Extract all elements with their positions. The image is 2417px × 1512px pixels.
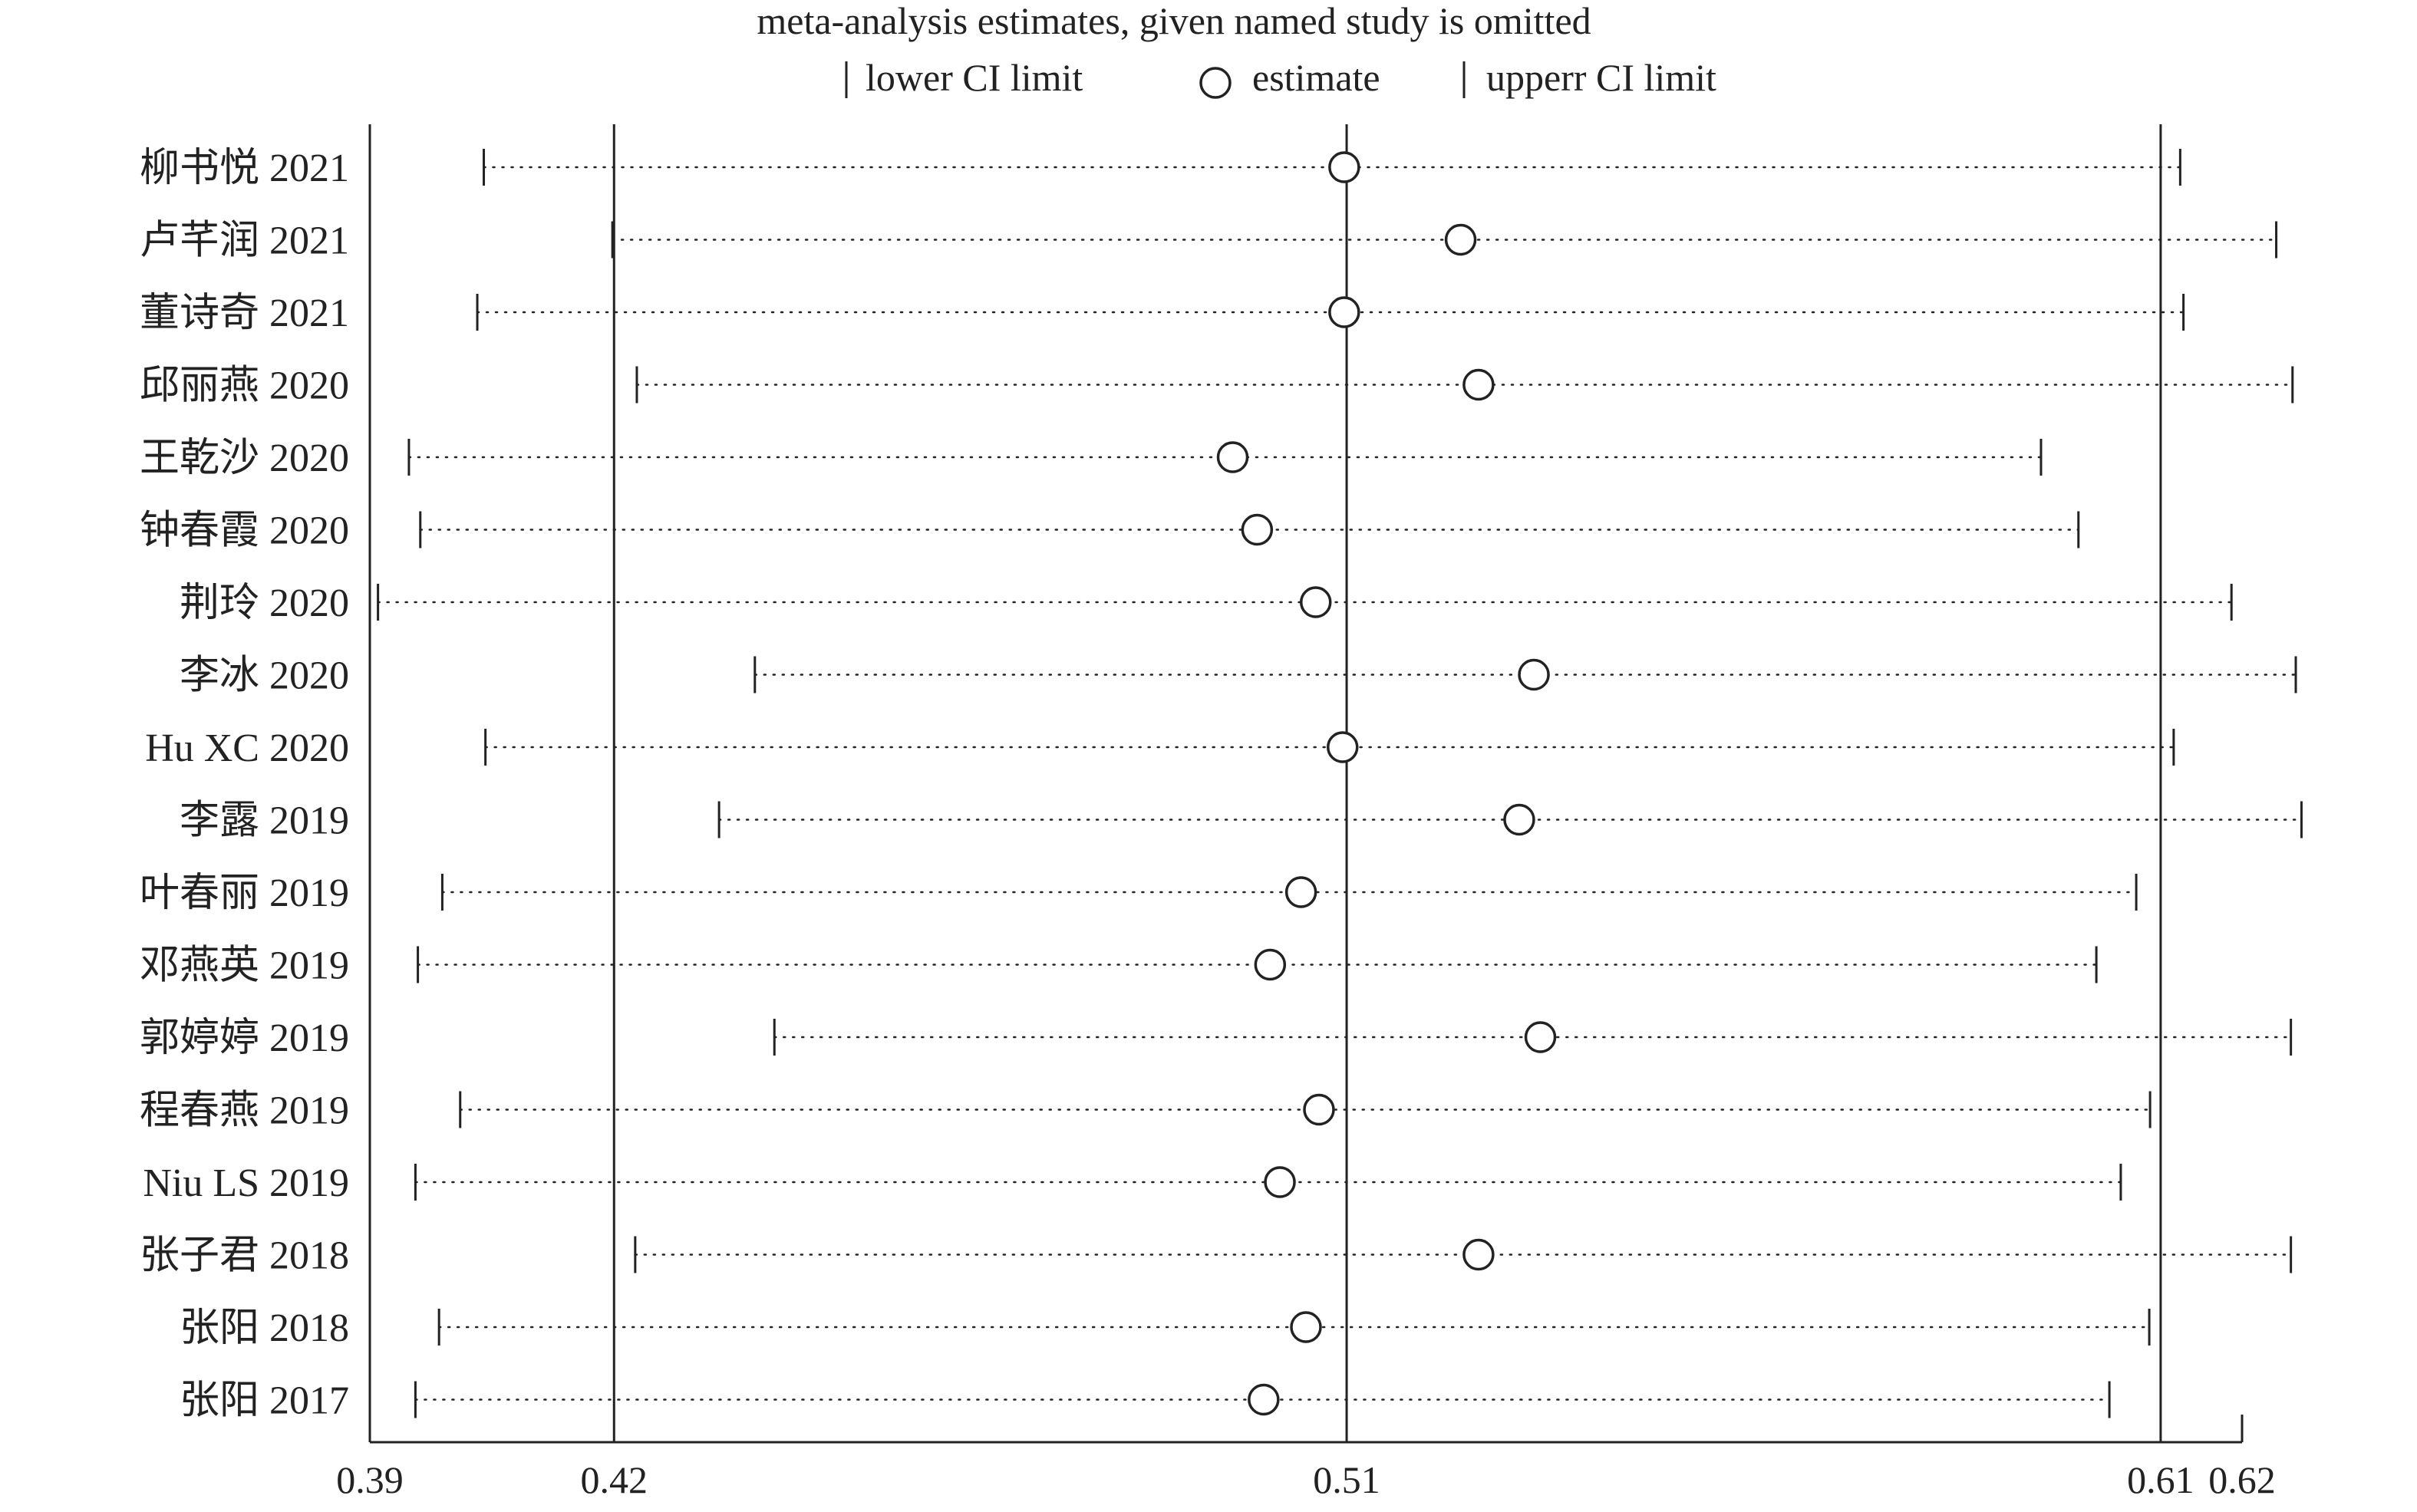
study-label: 李露 2019 — [180, 799, 349, 843]
x-axis-ticks: 0.39 0.42 0.51 0.61 0.62 — [336, 1458, 2276, 1501]
study-row: 叶春丽 2019 — [140, 871, 2138, 915]
study-row: 李冰 2020 — [180, 654, 2297, 698]
estimate-marker — [1216, 441, 1249, 473]
x-tick-label: 0.39 — [336, 1458, 404, 1501]
estimate-marker — [1264, 1166, 1296, 1198]
study-row: 钟春霞 2020 — [140, 509, 2080, 553]
study-label: 王乾沙 2020 — [140, 436, 349, 480]
x-tick-label: 0.51 — [1313, 1458, 1380, 1501]
legend-upper-ci-label: upperr CI limit — [1486, 56, 1716, 99]
study-label: 邱丽燕 2020 — [140, 364, 349, 408]
study-row: 张阳 2017 — [180, 1379, 2111, 1423]
estimate-marker — [1303, 1093, 1335, 1126]
x-tick-label: 0.42 — [581, 1458, 648, 1501]
estimate-marker — [1503, 803, 1535, 836]
estimate-marker — [1290, 1311, 1322, 1343]
study-label: 张子君 2018 — [140, 1234, 349, 1278]
study-label: Niu LS 2019 — [143, 1161, 349, 1205]
reference-lines — [612, 124, 2162, 1442]
study-label: 叶春丽 2019 — [140, 871, 349, 915]
estimate-marker — [1462, 368, 1495, 401]
study-row: 荆玲 2020 — [180, 581, 2233, 625]
study-label: 程春燕 2019 — [140, 1089, 349, 1133]
x-tick-label: 0.61 — [2127, 1458, 2194, 1501]
estimate-marker — [1462, 1238, 1495, 1271]
study-row: 邓燕英 2019 — [140, 944, 2098, 988]
axes — [368, 124, 2244, 1444]
estimate-marker — [1284, 876, 1317, 908]
estimate-marker — [1326, 731, 1359, 763]
study-row: 张阳 2018 — [180, 1306, 2151, 1350]
chart-title-group: meta-analysis estimates, given named stu… — [757, 0, 1591, 42]
chart-legend: lower CI limit estimate upperr CI limit — [845, 56, 1716, 99]
estimate-marker — [1524, 1021, 1557, 1053]
legend-lower-ci-label: lower CI limit — [866, 56, 1083, 99]
estimate-marker — [1241, 513, 1274, 546]
estimate-marker — [1328, 296, 1360, 328]
study-label: Hu XC 2020 — [145, 726, 349, 770]
legend-estimate-label: estimate — [1252, 56, 1380, 99]
study-label: 郭婷婷 2019 — [140, 1016, 349, 1060]
study-row: 董诗奇 2021 — [140, 292, 2185, 335]
study-row: Niu LS 2019 — [143, 1161, 2122, 1205]
study-label: 李冰 2020 — [180, 654, 349, 698]
study-label: 荆玲 2020 — [180, 581, 349, 625]
estimate-marker — [1248, 1383, 1280, 1416]
study-label: 张阳 2017 — [180, 1379, 349, 1423]
study-row: 王乾沙 2020 — [140, 436, 2043, 480]
study-label: 柳书悦 2021 — [140, 147, 349, 190]
study-row: 张子君 2018 — [140, 1234, 2293, 1278]
study-row: 柳书悦 2021 — [140, 147, 2181, 190]
study-label: 董诗奇 2021 — [140, 292, 349, 335]
study-row: 邱丽燕 2020 — [140, 364, 2294, 408]
chart-title: meta-analysis estimates, given named stu… — [757, 0, 1591, 42]
study-label: 张阳 2018 — [180, 1306, 349, 1350]
study-row: 程春燕 2019 — [140, 1089, 2152, 1133]
study-label: 卢芊润 2021 — [140, 219, 349, 263]
study-label: 钟春霞 2020 — [140, 509, 349, 553]
study-row: 李露 2019 — [180, 799, 2303, 843]
estimate-marker — [1518, 658, 1550, 691]
study-row: 卢芊润 2021 — [140, 219, 2278, 263]
legend-estimate-marker — [1199, 67, 1232, 99]
x-tick-label: 0.62 — [2208, 1458, 2276, 1501]
estimate-marker — [1299, 586, 1332, 618]
study-label: 邓燕英 2019 — [140, 944, 349, 988]
estimate-marker — [1254, 948, 1287, 981]
estimate-marker — [1444, 223, 1477, 256]
study-rows: 柳书悦 2021 卢芊润 2021 董诗奇 2021 邱丽燕 2020 王乾沙 2020… — [140, 147, 2303, 1423]
study-row: Hu XC 2020 — [145, 726, 2175, 770]
estimate-marker — [1328, 151, 1360, 183]
study-row: 郭婷婷 2019 — [140, 1016, 2293, 1060]
